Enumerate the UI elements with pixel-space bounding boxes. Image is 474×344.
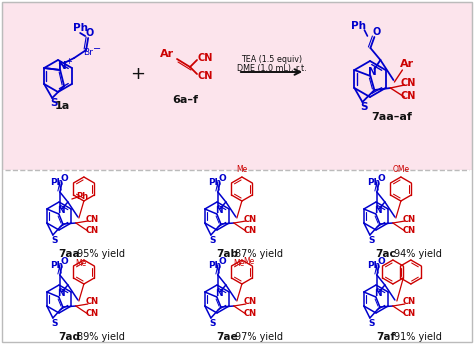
Text: O: O: [372, 27, 381, 37]
Text: Ar: Ar: [401, 59, 414, 69]
Text: Me: Me: [243, 258, 255, 267]
Text: Me: Me: [233, 259, 244, 269]
Text: OMe: OMe: [392, 164, 410, 173]
Text: Ph: Ph: [367, 260, 381, 269]
Text: N: N: [215, 205, 223, 215]
Text: 95% yield: 95% yield: [77, 249, 125, 259]
Text: 7ae: 7ae: [216, 332, 238, 342]
Text: CN: CN: [401, 91, 416, 101]
Text: 97% yield: 97% yield: [235, 332, 283, 342]
Text: CN: CN: [243, 309, 256, 318]
Text: CN: CN: [402, 215, 415, 224]
Text: S: S: [210, 236, 216, 245]
Text: −: −: [93, 44, 101, 54]
Text: N: N: [57, 205, 64, 215]
Text: 7af: 7af: [376, 332, 396, 342]
Text: +: +: [65, 56, 72, 65]
Text: CN: CN: [402, 226, 415, 235]
Text: 94% yield: 94% yield: [394, 249, 442, 259]
Text: S: S: [52, 236, 58, 245]
Text: O: O: [60, 257, 68, 266]
Text: S: S: [52, 319, 58, 327]
Text: CN: CN: [197, 71, 213, 81]
Text: O: O: [377, 257, 385, 266]
Text: N: N: [374, 289, 382, 298]
Text: 7aa: 7aa: [58, 249, 80, 259]
Bar: [2, 170, 472, 342]
Text: 6a–f: 6a–f: [172, 95, 198, 105]
Text: Ar: Ar: [160, 49, 174, 59]
Text: CN: CN: [85, 226, 99, 235]
Text: CN: CN: [85, 309, 99, 318]
Text: S: S: [210, 319, 216, 327]
Text: 1a: 1a: [55, 101, 70, 111]
Text: DME (1.0 mL), r.t.: DME (1.0 mL), r.t.: [237, 64, 306, 73]
Text: Me: Me: [75, 259, 86, 269]
Text: 7ad: 7ad: [58, 332, 80, 342]
Text: 7aa–af: 7aa–af: [372, 112, 412, 122]
Text: CN: CN: [243, 298, 256, 307]
Text: Ph: Ph: [50, 178, 64, 186]
Text: Ph: Ph: [351, 21, 366, 31]
Text: O: O: [60, 173, 68, 183]
Text: CN: CN: [243, 215, 256, 224]
Text: S: S: [369, 319, 375, 327]
Text: Ph: Ph: [367, 178, 381, 186]
Text: N: N: [57, 289, 64, 298]
Text: Ph: Ph: [50, 260, 64, 269]
Text: S: S: [361, 102, 368, 112]
Text: N: N: [58, 61, 66, 71]
Text: CN: CN: [85, 298, 99, 307]
Text: 91% yield: 91% yield: [394, 332, 442, 342]
Text: O: O: [218, 257, 226, 266]
Text: CN: CN: [197, 53, 213, 63]
Text: S: S: [369, 236, 375, 245]
Text: Ph: Ph: [209, 260, 221, 269]
Text: Me: Me: [236, 164, 247, 173]
Text: CN: CN: [243, 226, 256, 235]
Bar: [2, 2, 472, 170]
Text: Br: Br: [83, 47, 93, 56]
Text: 89% yield: 89% yield: [77, 332, 125, 342]
Text: O: O: [377, 173, 385, 183]
Text: 7ab: 7ab: [216, 249, 238, 259]
Text: TEA (1.5 equiv): TEA (1.5 equiv): [241, 54, 302, 64]
Text: CN: CN: [85, 215, 99, 224]
Text: N: N: [215, 289, 223, 298]
Text: Ph: Ph: [76, 192, 88, 201]
Text: N: N: [374, 205, 382, 215]
Text: N: N: [368, 67, 377, 77]
Text: O: O: [85, 28, 93, 38]
Text: CN: CN: [402, 309, 415, 318]
Text: O: O: [218, 173, 226, 183]
Text: 7ac: 7ac: [375, 249, 396, 259]
Text: S: S: [50, 98, 58, 108]
Text: +: +: [130, 65, 146, 83]
Text: CN: CN: [401, 78, 416, 88]
Text: CN: CN: [402, 298, 415, 307]
Text: Ph: Ph: [209, 178, 221, 186]
Text: 87% yield: 87% yield: [235, 249, 283, 259]
Text: Ph: Ph: [73, 23, 88, 33]
